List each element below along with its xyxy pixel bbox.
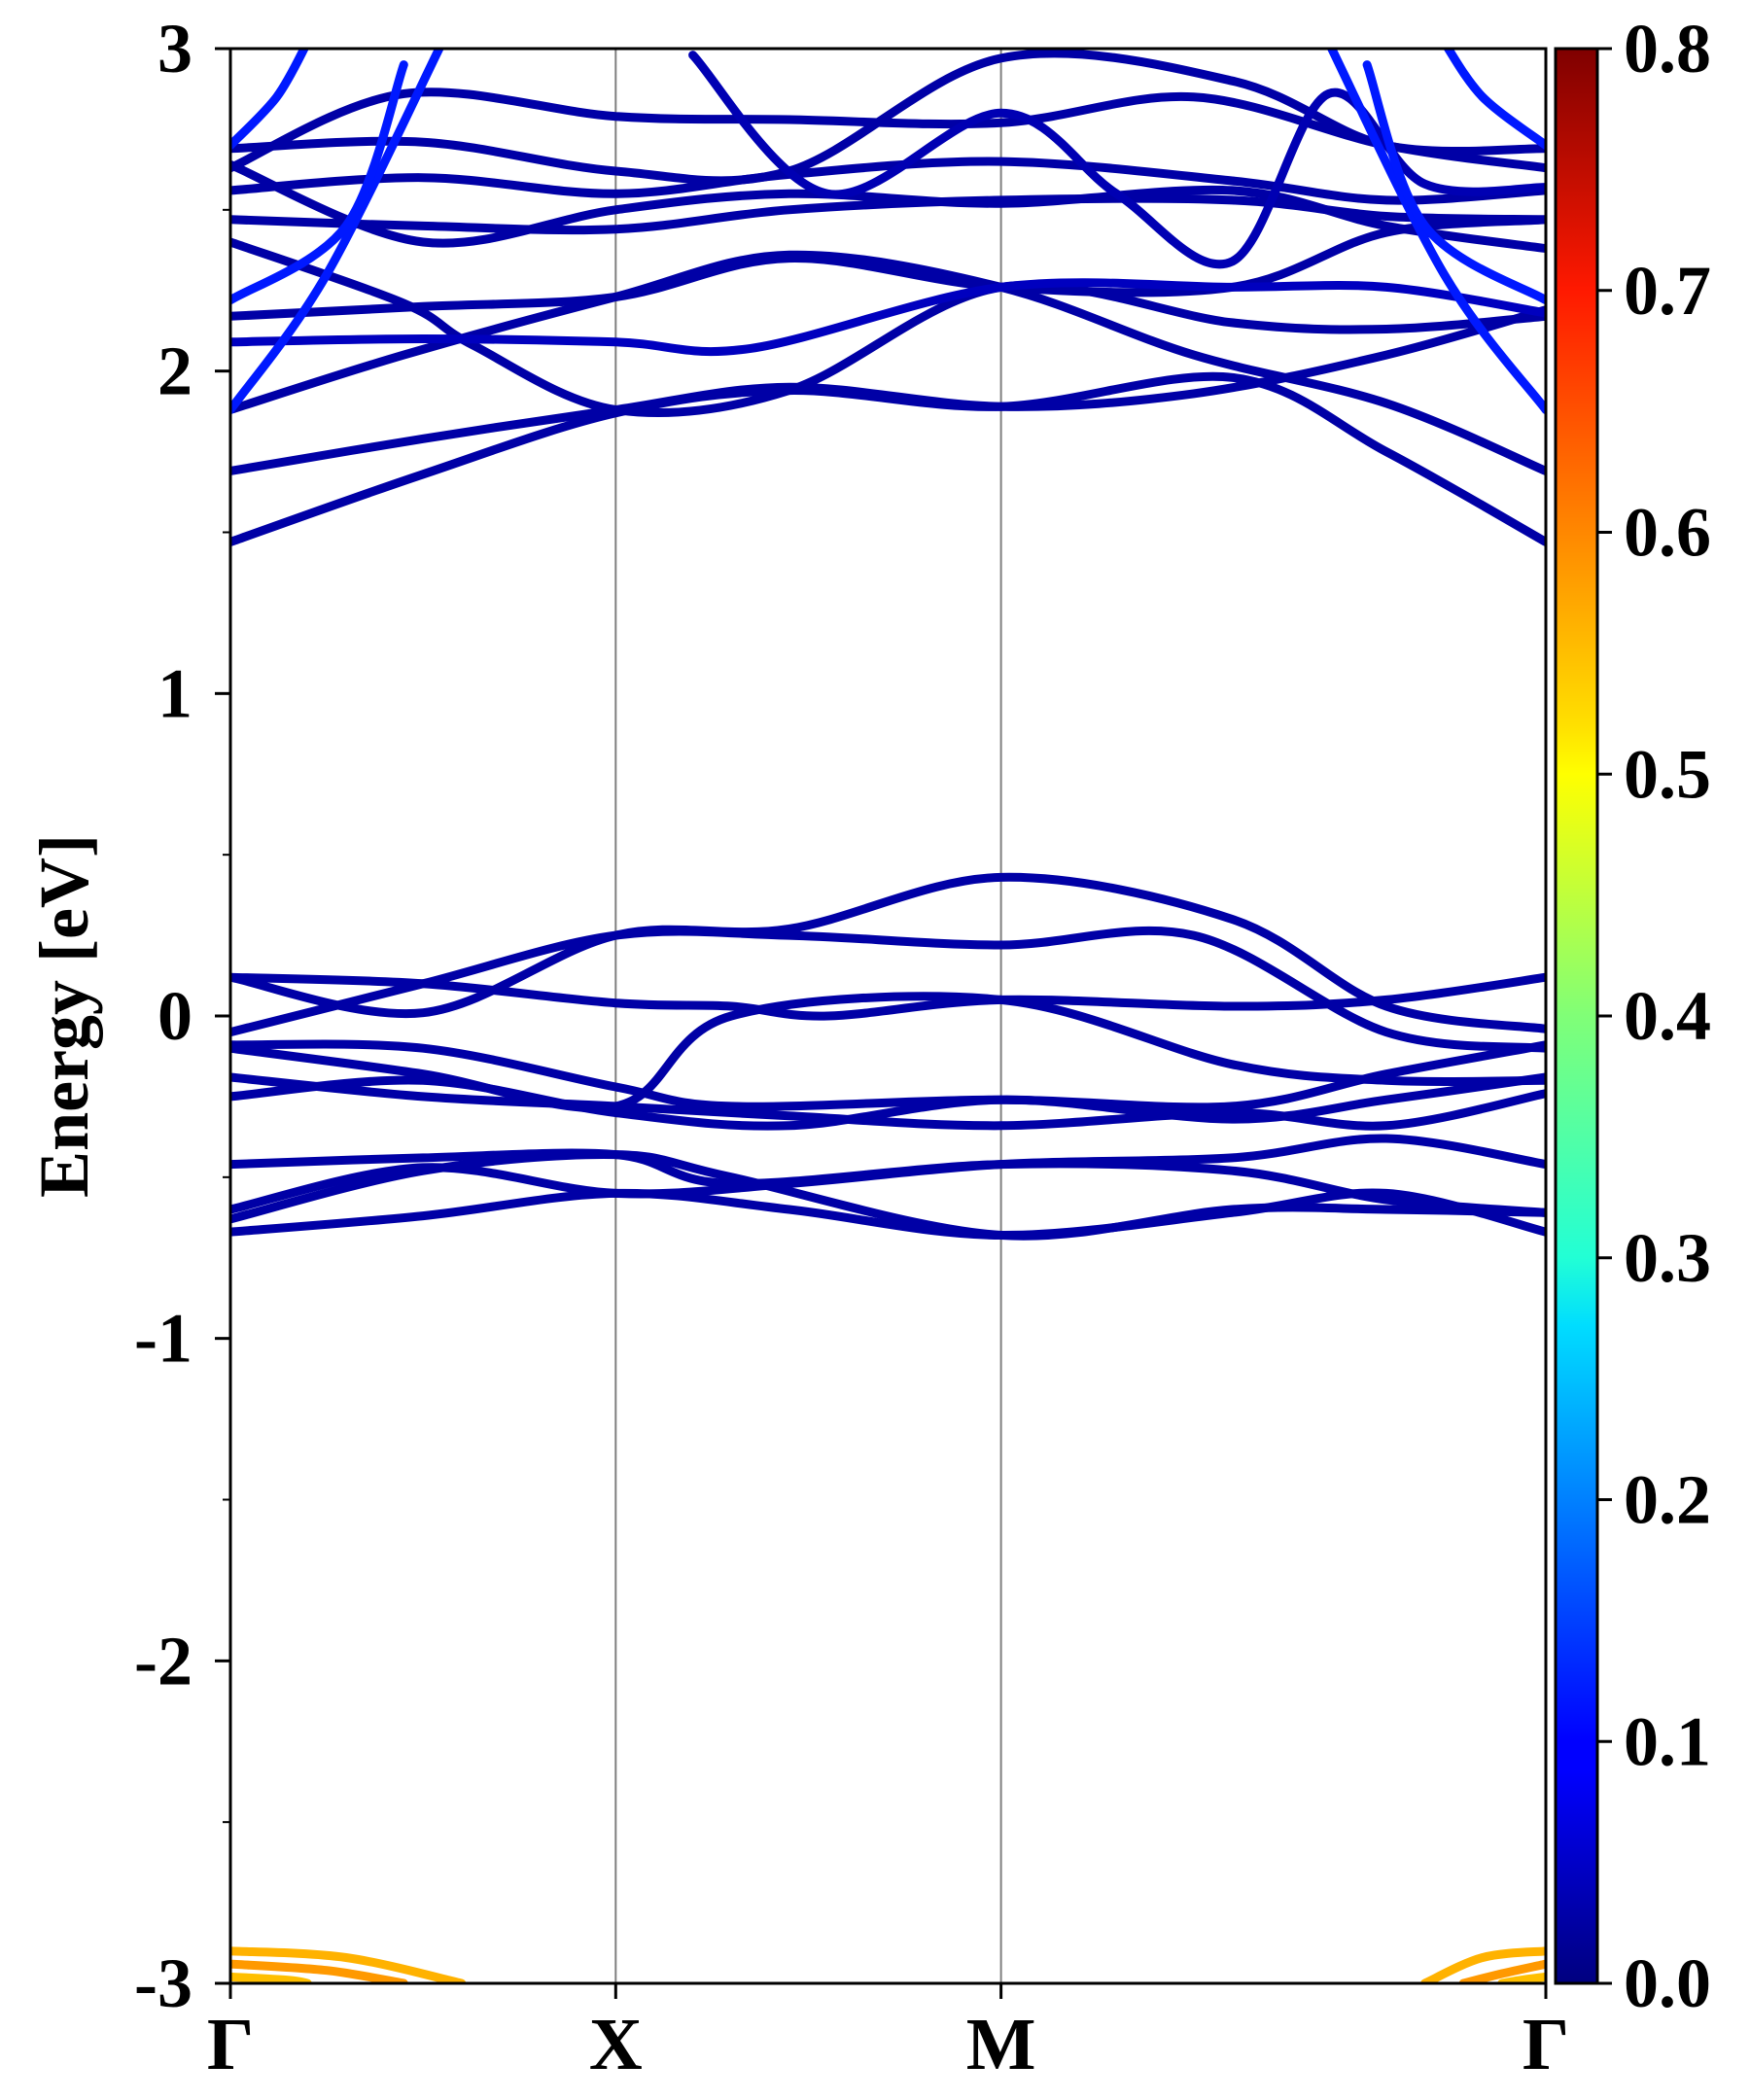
kpoint-label: M xyxy=(966,2004,1036,2085)
band-line xyxy=(1326,49,1546,414)
y-axis-title: Energy [eV] xyxy=(25,834,103,1198)
kpoint-label: X xyxy=(589,2004,643,2085)
colorbar-tick-label: 0.6 xyxy=(1624,494,1711,572)
band-line xyxy=(230,60,408,305)
band-line xyxy=(230,1039,1546,1112)
band-line xyxy=(230,1072,1546,1131)
colorbar-tick-label: 0.4 xyxy=(1624,977,1711,1055)
colorbar-tick-label: 0.8 xyxy=(1624,10,1711,88)
band-line xyxy=(230,1188,1546,1241)
kpoint-label: Γ xyxy=(1522,2004,1569,2085)
band-line xyxy=(230,872,1546,1033)
band-line xyxy=(230,1959,408,1983)
band-line xyxy=(230,1946,467,1983)
y-tick-label: 1 xyxy=(158,654,192,732)
y-tick-label: 3 xyxy=(158,10,192,88)
band-line xyxy=(1420,1946,1546,1983)
band-line xyxy=(230,49,1546,186)
colorbar-tick-label: 0.2 xyxy=(1624,1461,1711,1539)
colorbar xyxy=(1554,47,1599,1985)
high-symmetry-lines xyxy=(614,49,1002,1983)
kpoint-label: Γ xyxy=(207,2004,254,2085)
band-line xyxy=(1362,60,1546,305)
band-line xyxy=(230,157,1546,205)
band-line xyxy=(230,305,1546,475)
y-tick-label: -2 xyxy=(134,1622,192,1699)
colorbar-ticks: 0.8 0.7 0.6 0.5 0.4 0.3 0.2 0.1 0.0 xyxy=(1597,10,1711,2022)
band-line xyxy=(230,49,309,150)
y-tick-label: 0 xyxy=(158,977,192,1055)
band-line xyxy=(230,278,1546,357)
band-line xyxy=(230,215,1546,321)
y-tick-label: -3 xyxy=(134,1944,192,2022)
band-line xyxy=(1443,49,1546,150)
band-line xyxy=(230,926,1546,1053)
colorbar-tick-label: 0.5 xyxy=(1624,735,1711,813)
band-line xyxy=(230,49,444,414)
band-line xyxy=(230,250,1546,475)
y-axis-ticks: 3 2 1 0 -1 -2 -3 xyxy=(134,10,230,2022)
bands xyxy=(230,49,1546,1983)
colorbar-tick-label: 0.3 xyxy=(1624,1219,1711,1297)
band-line xyxy=(230,237,1546,418)
y-tick-label: 2 xyxy=(158,332,192,410)
colorbar-tick-label: 0.7 xyxy=(1624,252,1711,330)
band-line xyxy=(230,1149,1546,1241)
band-line xyxy=(1458,1959,1546,1983)
colorbar-tick-label: 0.1 xyxy=(1624,1702,1711,1780)
band-line xyxy=(230,1072,1546,1131)
band-line xyxy=(230,159,1546,254)
y-tick-label: -1 xyxy=(134,1300,192,1378)
colorbar-tick-label: 0.0 xyxy=(1624,1944,1711,2022)
